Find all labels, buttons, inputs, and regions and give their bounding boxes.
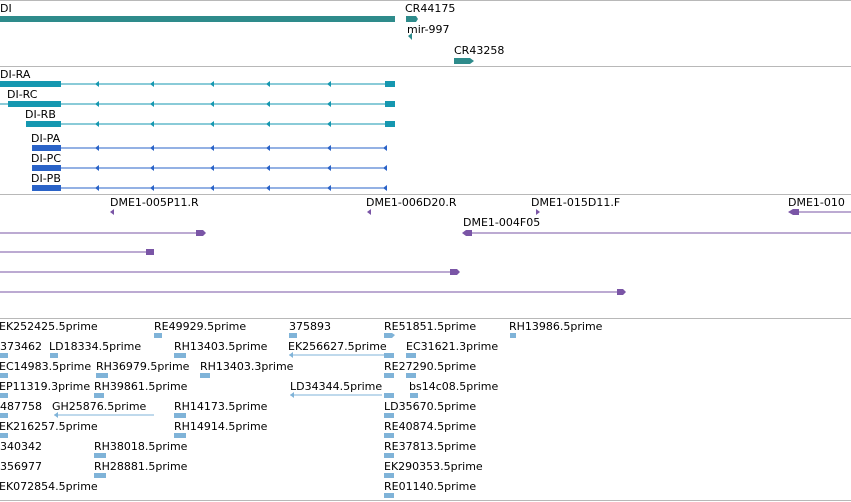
clone-dme1-004f05-glyph[interactable]	[462, 230, 472, 236]
est-label[interactable]: RH13403.3prime	[200, 360, 294, 373]
arrowhead-icon	[95, 81, 331, 127]
est-label[interactable]: RH14914.5prime	[174, 420, 268, 433]
arrowhead-icon	[95, 145, 387, 191]
est-label[interactable]: 487758	[0, 400, 42, 413]
protein-label-pc[interactable]: DI-PC	[31, 152, 61, 165]
est-label[interactable]: RE27290.5prime	[384, 360, 477, 373]
est-label[interactable]: EK072854.5prime	[0, 480, 98, 493]
est-label[interactable]: RH39861.5prime	[94, 380, 188, 393]
clone-dme1-010-glyph[interactable]	[788, 209, 799, 215]
arrowhead-icon	[536, 209, 540, 215]
clone-glyph[interactable]	[146, 249, 154, 255]
est-label[interactable]: EC31621.3prime	[406, 340, 499, 353]
clone-glyph[interactable]	[450, 269, 460, 275]
track-divider	[0, 318, 851, 319]
est-label[interactable]: EK290353.5prime	[384, 460, 483, 473]
est-label[interactable]: RE51851.5prime	[384, 320, 477, 333]
est-label[interactable]: RE40874.5prime	[384, 420, 477, 433]
track-divider	[0, 0, 851, 1]
est-label[interactable]: EK252425.5prime	[0, 320, 98, 333]
track-divider	[0, 500, 851, 501]
est-label[interactable]: bs14c08.5prime	[409, 380, 499, 393]
est-label[interactable]: RH13986.5prime	[509, 320, 603, 333]
transcript-label-ra[interactable]: DI-RA	[0, 68, 31, 81]
clone-track: DME1-005P11.R DME1-006D20.R DME1-015D11.…	[0, 194, 851, 318]
protein-label-pa[interactable]: DI-PA	[31, 132, 61, 145]
gene-track: DI CR44175 mir-997 CR43258	[0, 0, 851, 66]
est-label[interactable]: RE37813.5prime	[384, 440, 477, 453]
protein-pb-start[interactable]	[32, 185, 61, 191]
est-label[interactable]: RH14173.5prime	[174, 400, 268, 413]
clone-label-005p11[interactable]: DME1-005P11.R	[110, 196, 199, 209]
transcript-track-glyphs	[0, 81, 395, 127]
transcript-label-rc[interactable]: DI-RC	[7, 88, 38, 101]
est-label[interactable]: RH38018.5prime	[94, 440, 188, 453]
transcript-ra-utr[interactable]	[0, 81, 61, 87]
est-label[interactable]: RH13403.5prime	[174, 340, 268, 353]
est-label[interactable]: 340342	[0, 440, 42, 453]
est-label[interactable]: GH25876.5prime	[52, 400, 147, 413]
est-label[interactable]: RH28881.5prime	[94, 460, 188, 473]
gene-cr43258-glyph[interactable]	[454, 58, 474, 64]
est-label[interactable]: LD18334.5prime	[49, 340, 142, 353]
est-label[interactable]: EP11319.3prime	[0, 380, 91, 393]
clone-glyph[interactable]	[617, 289, 626, 295]
est-label[interactable]: LD34344.5prime	[290, 380, 383, 393]
est-track-glyphs	[0, 333, 516, 498]
clone-glyph[interactable]	[196, 230, 206, 236]
transcript-rb-utr[interactable]	[26, 121, 61, 127]
transcript-rc-utr[interactable]	[8, 101, 61, 107]
track-divider	[0, 66, 851, 67]
protein-pa-start[interactable]	[32, 145, 61, 151]
gene-track-glyphs	[0, 16, 474, 64]
est-label[interactable]: RE49929.5prime	[154, 320, 247, 333]
track-divider	[0, 194, 851, 195]
clone-track-glyphs	[0, 209, 851, 295]
transcript-label-rb[interactable]: DI-RB	[25, 108, 56, 121]
gene-label-cr44175[interactable]: CR44175	[405, 2, 456, 15]
arrowhead-icon	[367, 209, 371, 215]
clone-label-010[interactable]: DME1-010	[788, 196, 845, 209]
gene-label-mir-997[interactable]: mir-997	[407, 23, 450, 36]
est-label[interactable]: LD35670.5prime	[384, 400, 477, 413]
clone-label-006d20[interactable]: DME1-006D20.R	[366, 196, 457, 209]
gene-cr44175-glyph[interactable]	[406, 16, 418, 22]
protein-label-pb[interactable]: DI-PB	[31, 172, 61, 185]
gene-label-cr43258[interactable]: CR43258	[454, 44, 505, 57]
est-label[interactable]: RE01140.5prime	[384, 480, 477, 493]
est-track: EK252425.5prime RE49929.5prime 375893 RE…	[0, 318, 851, 500]
gene-di-bar[interactable]	[0, 16, 395, 22]
transcript-track: DI-RA DI-RC DI-RB	[0, 66, 851, 128]
gene-label-di[interactable]: DI	[0, 2, 12, 15]
clone-label-015d11[interactable]: DME1-015D11.F	[531, 196, 621, 209]
protein-track-glyphs	[32, 145, 387, 191]
est-label[interactable]: 375893	[289, 320, 331, 333]
protein-pc-start[interactable]	[32, 165, 61, 171]
est-label[interactable]: 373462	[0, 340, 42, 353]
clone-label-004f05[interactable]: DME1-004F05	[463, 216, 541, 229]
arrowhead-icon	[110, 209, 114, 215]
est-label[interactable]: RH36979.5prime	[96, 360, 190, 373]
est-label[interactable]: EC14983.5prime	[0, 360, 92, 373]
arrowhead-icon	[408, 33, 412, 40]
protein-track: DI-PA DI-PC DI-PB	[0, 128, 851, 194]
est-label[interactable]: 356977	[0, 460, 42, 473]
est-label[interactable]: EK216257.5prime	[0, 420, 98, 433]
est-glyphs[interactable]	[0, 333, 516, 498]
est-label[interactable]: EK256627.5prime	[288, 340, 387, 353]
